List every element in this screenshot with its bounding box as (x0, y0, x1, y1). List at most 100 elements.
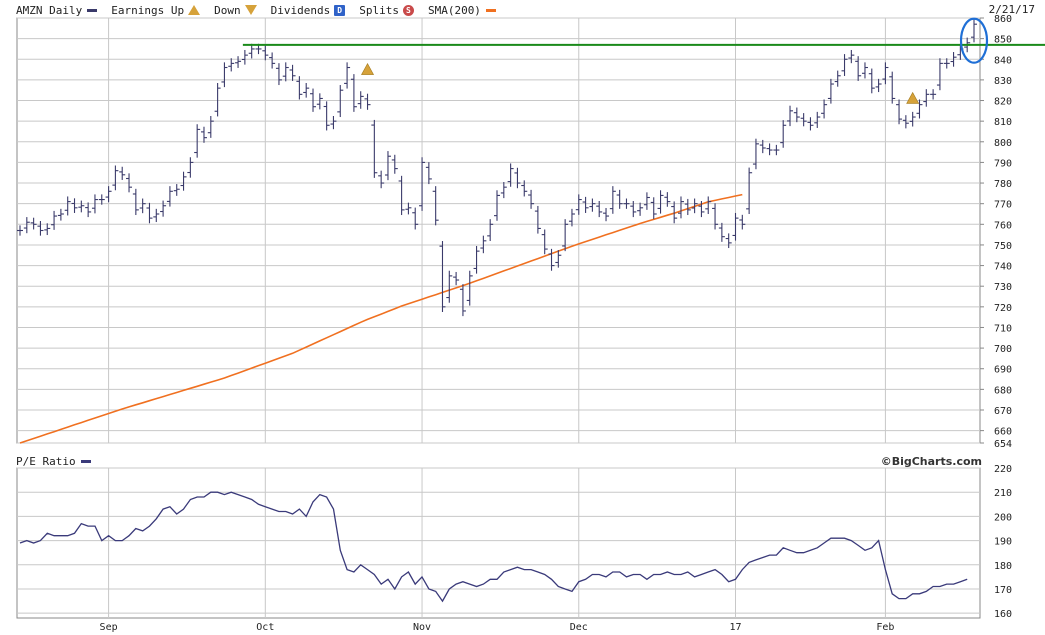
price-bar (71, 198, 78, 213)
ticker-swatch (87, 8, 98, 12)
price-bar (214, 82, 221, 117)
price-bar (371, 119, 378, 178)
price-bar (473, 245, 480, 274)
price-bar (575, 194, 582, 215)
price-bar (337, 85, 344, 118)
price-bar (98, 194, 105, 205)
price-bar (855, 56, 862, 81)
price-bar (17, 225, 23, 236)
price-bar (521, 180, 528, 197)
chart-legend: AMZN Daily Earnings Up Down Dividends D S… (16, 3, 510, 17)
price-y-tick-label: 660 (994, 427, 1012, 438)
price-bar (657, 190, 664, 214)
x-tick-label: 17 (729, 622, 741, 633)
price-y-tick-label: 730 (994, 282, 1012, 293)
sma-200-line (19, 193, 743, 444)
price-bar (316, 93, 323, 110)
price-bar (773, 144, 780, 156)
price-bar (548, 248, 555, 271)
price-bar (487, 219, 494, 242)
price-y-tick-label: 850 (994, 35, 1012, 46)
price-bar (807, 117, 814, 131)
price-y-tick-label: 710 (994, 323, 1012, 334)
price-bar (902, 115, 909, 129)
pe-y-tick-label: 200 (994, 512, 1012, 523)
price-bar (85, 202, 92, 218)
price-y-tick-label: 700 (994, 344, 1012, 355)
price-bar (793, 107, 800, 123)
sma-swatch (485, 8, 496, 12)
price-bar (364, 93, 371, 110)
triangle-down-icon (244, 5, 257, 15)
price-bar (51, 210, 58, 230)
price-bar (139, 198, 146, 214)
legend-earnings-down: Down (214, 4, 257, 17)
price-bar (827, 78, 834, 104)
price-bar (459, 284, 466, 317)
price-bar (153, 208, 160, 223)
price-bar (180, 171, 187, 191)
price-bar (732, 212, 739, 241)
price-bar (936, 58, 943, 91)
dividends-icon: D (334, 4, 346, 16)
price-bar (200, 126, 207, 143)
price-bar (589, 198, 596, 212)
legend-dividends: Dividends D (271, 4, 346, 17)
price-y-tick-label: 840 (994, 55, 1012, 66)
price-bar (194, 124, 201, 158)
price-bar (453, 271, 460, 286)
price-bar (112, 165, 119, 191)
price-bar (780, 120, 787, 148)
price-bar (971, 19, 977, 43)
price-bar (712, 203, 719, 230)
price-y-tick-label: 680 (994, 385, 1012, 396)
legend-earnings-up: Earnings Up (111, 4, 201, 17)
price-bar (289, 64, 296, 81)
chart-date: 2/21/17 (988, 3, 1035, 16)
price-bar (814, 111, 821, 128)
price-bar (119, 166, 126, 180)
price-bar (262, 45, 269, 61)
price-bar (44, 223, 51, 236)
price-bar (787, 105, 794, 127)
pe-y-tick-label: 170 (994, 585, 1012, 596)
price-bar (275, 63, 282, 86)
price-y-tick-label: 830 (994, 76, 1012, 87)
price-bar (582, 196, 589, 213)
price-y-tick-label: 690 (994, 365, 1012, 376)
price-bar (909, 111, 916, 127)
price-bar (425, 162, 432, 185)
legend-sma: SMA(200) (428, 4, 496, 17)
price-bar (500, 182, 507, 199)
price-bar (528, 189, 535, 209)
pe-swatch (80, 460, 91, 463)
price-bar (507, 163, 514, 187)
price-bar (446, 270, 453, 303)
price-bar (105, 186, 112, 203)
price-bar (439, 241, 446, 312)
price-bar (875, 78, 882, 93)
price-bar (466, 270, 473, 306)
price-bar (705, 196, 712, 214)
pe-y-tick-label: 190 (994, 537, 1012, 548)
price-plot-frame (16, 17, 981, 444)
price-y-tick-label: 670 (994, 406, 1012, 417)
price-bar (630, 200, 637, 218)
price-bar (398, 175, 405, 216)
price-bar (419, 157, 426, 211)
price-bar (412, 207, 419, 230)
price-bar (603, 208, 610, 222)
price-bar (882, 62, 889, 85)
price-y-tick-label: 780 (994, 179, 1012, 190)
price-bar (323, 101, 330, 131)
price-y-tick-label: 750 (994, 241, 1012, 252)
x-tick-label: Nov (413, 622, 431, 633)
price-bar (173, 184, 180, 196)
price-y-tick-label: 810 (994, 117, 1012, 128)
price-bar (432, 186, 439, 226)
price-bar (698, 200, 705, 218)
price-bar (91, 194, 98, 214)
price-bar (596, 200, 603, 218)
price-bar (664, 192, 671, 207)
